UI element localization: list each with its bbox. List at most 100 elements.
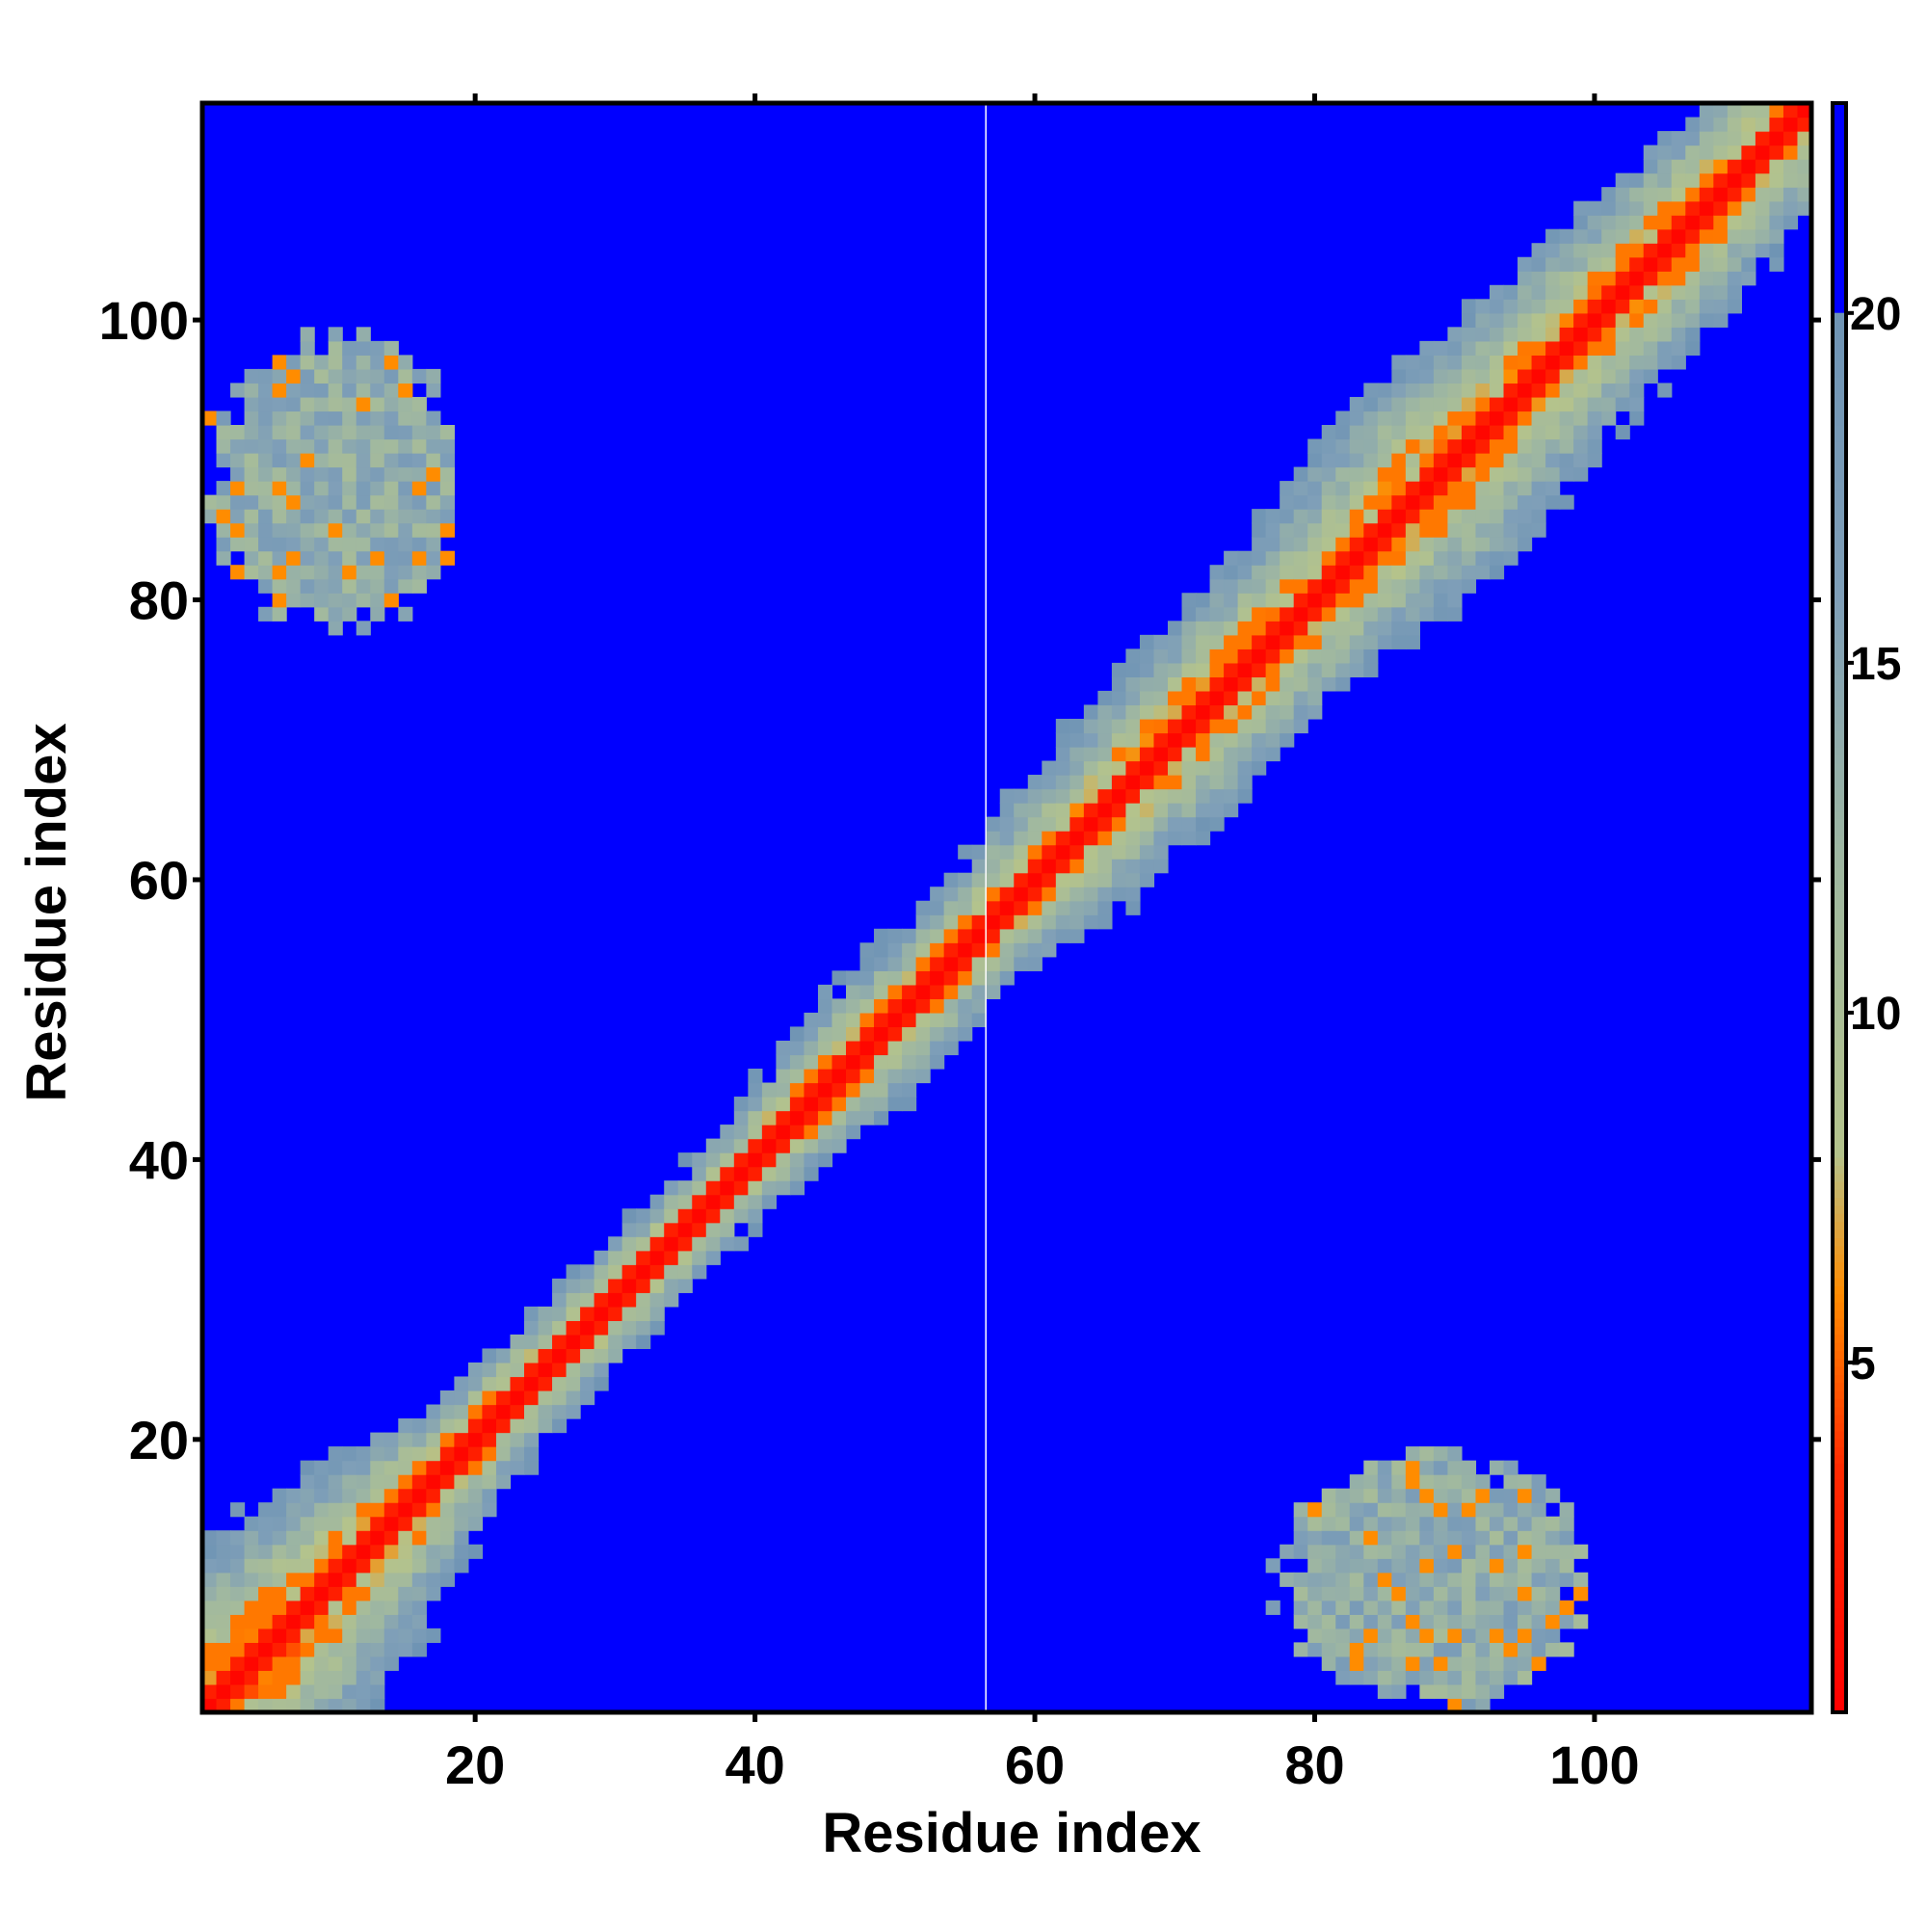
heatmap-cell xyxy=(1280,662,1295,677)
heatmap-cell xyxy=(1069,914,1085,930)
colorbar-segment xyxy=(1833,964,1846,973)
heatmap-cell xyxy=(677,1208,693,1224)
heatmap-cell xyxy=(1433,522,1449,538)
heatmap-cell xyxy=(1545,256,1561,272)
heatmap-cell xyxy=(1503,1642,1518,1657)
heatmap-cell xyxy=(383,425,399,440)
heatmap-cell xyxy=(300,1600,315,1615)
heatmap-cell xyxy=(258,466,274,482)
heatmap-cell xyxy=(1280,732,1295,748)
heatmap-cell xyxy=(636,1292,651,1308)
heatmap-cell xyxy=(1447,494,1463,510)
heatmap-cell xyxy=(328,466,343,482)
heatmap-cell xyxy=(1573,1572,1589,1587)
heatmap-cell xyxy=(1475,1600,1491,1615)
heatmap-cell xyxy=(538,1362,553,1378)
heatmap-cell xyxy=(930,956,945,971)
heatmap-cell xyxy=(314,481,330,496)
heatmap-cell xyxy=(370,1516,385,1531)
heatmap-cell xyxy=(1447,550,1463,566)
heatmap-cell xyxy=(1657,131,1673,146)
heatmap-cell xyxy=(1629,256,1645,272)
heatmap-cell xyxy=(328,1488,343,1503)
heatmap-cell xyxy=(426,410,441,426)
heatmap-cell xyxy=(776,1125,791,1140)
heatmap-cell xyxy=(1196,803,1211,818)
heatmap-cell xyxy=(1461,466,1477,482)
heatmap-cell xyxy=(1083,732,1098,748)
heatmap-cell xyxy=(342,1530,357,1546)
heatmap-cell xyxy=(1433,537,1449,552)
heatmap-cell xyxy=(314,1460,330,1475)
heatmap-cell xyxy=(439,1502,455,1518)
heatmap-cell xyxy=(1405,593,1420,608)
heatmap-cell xyxy=(1545,299,1561,314)
heatmap-cell xyxy=(1335,1516,1351,1531)
heatmap-cell xyxy=(789,1166,805,1181)
heatmap-cell xyxy=(1307,593,1323,608)
heatmap-cell xyxy=(1433,396,1449,412)
heatmap-cell xyxy=(1363,537,1379,552)
heatmap-cell xyxy=(1293,606,1308,622)
heatmap-cell xyxy=(1475,1683,1491,1700)
heatmap-cell xyxy=(1461,1558,1477,1574)
heatmap-cell xyxy=(524,1418,540,1434)
heatmap-cell xyxy=(1447,355,1463,370)
heatmap-cell xyxy=(1545,1600,1561,1615)
heatmap-cell xyxy=(1797,172,1812,188)
heatmap-cell xyxy=(887,984,903,999)
heatmap-cell xyxy=(1490,410,1505,426)
heatmap-cell xyxy=(1475,1655,1491,1672)
heatmap-cell xyxy=(383,1586,399,1601)
colorbar-segment xyxy=(1833,1390,1846,1399)
heatmap-cell xyxy=(1042,914,1057,930)
heatmap-cell xyxy=(411,1572,427,1587)
heatmap-cell xyxy=(1573,271,1589,286)
heatmap-cell xyxy=(733,1097,749,1112)
heatmap-cell xyxy=(1111,788,1127,804)
heatmap-cell xyxy=(370,466,385,482)
heatmap-cell xyxy=(1769,117,1784,132)
heatmap-cell xyxy=(1685,131,1701,146)
heatmap-cell xyxy=(692,1250,707,1265)
heatmap-cell xyxy=(1335,1544,1351,1559)
heatmap-cell xyxy=(1391,1614,1407,1629)
heatmap-cell xyxy=(986,956,1001,971)
heatmap-cell xyxy=(566,1390,581,1406)
heatmap-cell xyxy=(1293,509,1308,524)
heatmap-cell xyxy=(272,1516,287,1531)
heatmap-cell xyxy=(1280,606,1295,622)
heatmap-cell xyxy=(342,466,357,482)
heatmap-cell xyxy=(1209,788,1225,804)
heatmap-cell xyxy=(1405,621,1420,636)
heatmap-cell xyxy=(1433,1446,1449,1462)
heatmap-cell xyxy=(1363,1628,1379,1643)
heatmap-cell xyxy=(789,1097,805,1112)
heatmap-cell xyxy=(286,494,302,510)
heatmap-cell xyxy=(1014,788,1029,804)
heatmap-cell xyxy=(552,1278,568,1293)
heatmap-cell xyxy=(314,1502,330,1518)
heatmap-cell xyxy=(398,1418,413,1434)
heatmap-cell xyxy=(230,1502,246,1518)
heatmap-cell xyxy=(454,1488,469,1503)
heatmap-cell xyxy=(1377,481,1392,496)
heatmap-cell xyxy=(1307,537,1323,552)
heatmap-cell xyxy=(1265,732,1280,748)
heatmap-cell xyxy=(1335,453,1351,468)
heatmap-cell xyxy=(943,984,959,999)
heatmap-cell xyxy=(1363,522,1379,538)
heatmap-cell xyxy=(1559,312,1574,328)
heatmap-cell xyxy=(902,928,917,943)
heatmap-cell xyxy=(1587,271,1602,286)
heatmap-cell xyxy=(356,410,371,426)
heatmap-cell xyxy=(1280,718,1295,734)
heatmap-cell xyxy=(789,1110,805,1125)
heatmap-cell xyxy=(258,578,274,594)
heatmap-cell xyxy=(776,1040,791,1056)
heatmap-cell xyxy=(1447,1586,1463,1601)
heatmap-cell xyxy=(1490,1502,1505,1518)
heatmap-cell xyxy=(1293,1502,1308,1518)
colorbar-segment xyxy=(1833,988,1846,997)
